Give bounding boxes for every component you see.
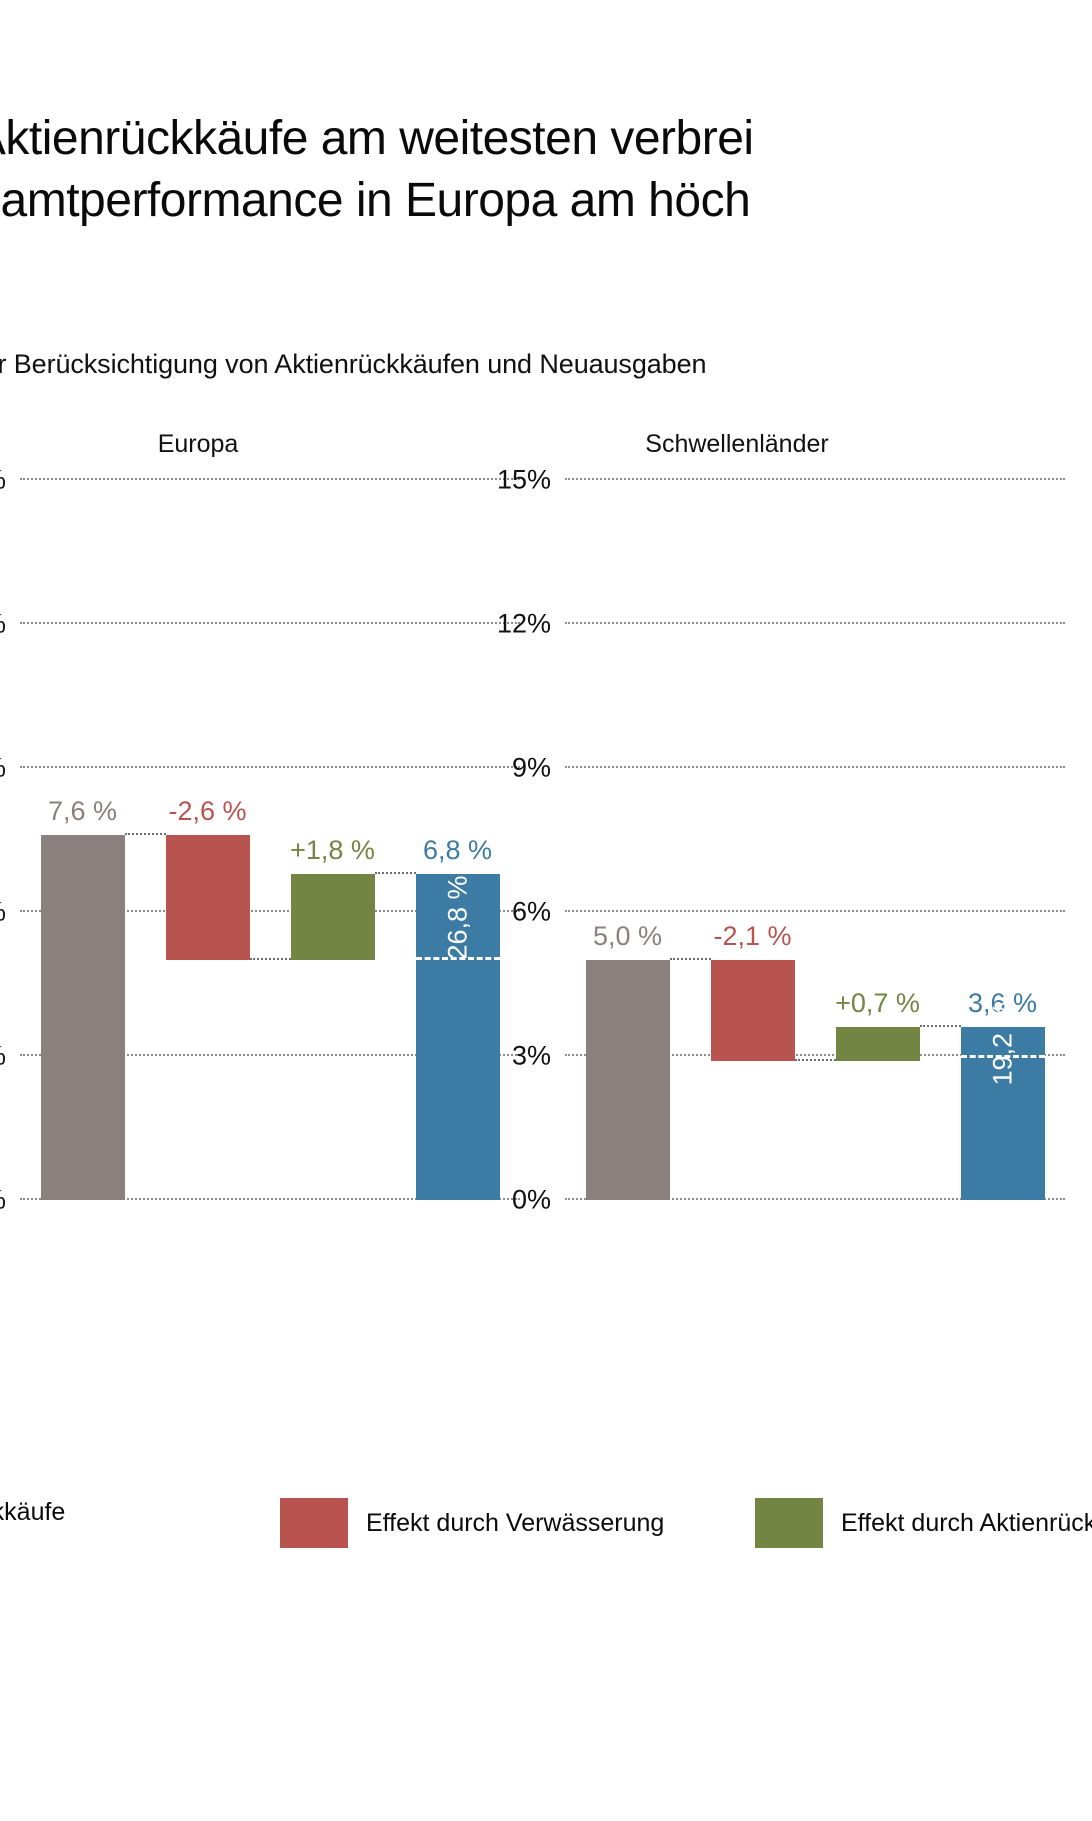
legend-swatch-icon-2 [755, 1498, 823, 1548]
connector-schwellenlaender-0 [669, 958, 711, 960]
y-axis-tick-schwellenlaender-12: 12% [496, 608, 551, 639]
y-axis-tick-europa-3: 3% [0, 1041, 6, 1072]
chart-area: Europa 0% 3% 6% 9% 12% 15% 7,6 % -2,6 % +1,8 % 6… [0, 420, 1092, 1300]
bar-dash-schwellenlaender-result [960, 1055, 1045, 1059]
gridline-europa-15 [20, 478, 520, 480]
connector-schwellenlaender-2 [919, 1025, 961, 1028]
bar-rect-schwellenlaender-dilution [710, 960, 795, 1061]
bar-value-schwellenlaender-buyback: +0,7 % [835, 988, 920, 1019]
bar-inner-label-schwellenlaender-result: 19,2 % [987, 1001, 1017, 1086]
connector-europa-1 [249, 958, 291, 960]
y-axis-tick-schwellenlaender-6: 6% [511, 896, 551, 927]
bar-value-europa-dilution: -2,6 % [168, 796, 247, 827]
bar-rect-europa-buyback [290, 873, 375, 960]
y-axis-tick-schwellenlaender-3: 3% [511, 1040, 551, 1071]
connector-schwellenlaender-1 [794, 1058, 836, 1061]
y-axis-tick-europa-0: 0% [0, 1185, 6, 1216]
legend-item-2[interactable]: Effekt durch Aktienrückkäu [755, 1498, 1092, 1548]
legend-label-0: d Aktienrückkäufe [0, 1498, 66, 1526]
gridline-europa-3 [20, 1054, 520, 1056]
gridline-europa-6 [20, 910, 520, 912]
panel-schwellenlaender: Schwellenländer 0% 3% 6% 9% 12% 15% 5,0 % -2,1… [425, 420, 1092, 1300]
bar-rect-europa-base [40, 835, 125, 1200]
y-axis-tick-europa-6: 6% [0, 897, 6, 928]
bar-rect-schwellenlaender-buyback [835, 1027, 920, 1061]
bar-value-schwellenlaender-base: 5,0 % [592, 921, 663, 951]
gridline-europa-0 [20, 1198, 520, 1200]
bar-dash-europa-result [415, 957, 500, 960]
legend-label-1: Effekt durch Verwässerung [366, 1508, 665, 1537]
bar-europa-dilution[interactable]: -2,6 % [165, 480, 250, 1260]
gridline-schwellenlaender-15 [565, 478, 1065, 480]
bar-europa-base[interactable]: 7,6 % [40, 480, 125, 1260]
connector-europa-0 [124, 833, 166, 836]
chart-legend: d Aktienrückkäufe Effekt durch Verwässeru… [0, 1498, 1092, 1558]
bar-rect-europa-dilution [165, 835, 250, 960]
panel-title-schwellenlaender: Schwellenländer [645, 430, 829, 458]
gridline-europa-9 [20, 766, 520, 768]
gridline-schwellenlaender-6 [565, 910, 1065, 912]
y-axis-tick-schwellenlaender-0: 0% [511, 1184, 551, 1215]
gridline-schwellenlaender-12 [565, 622, 1065, 624]
bar-schwellenlaender-result[interactable]: 3,6 % 19,2 % [960, 480, 1045, 1260]
legend-item-1[interactable]: Effekt durch Verwässerung [280, 1498, 664, 1548]
panel-europa: Europa 0% 3% 6% 9% 12% 15% 7,6 % -2,6 % +1,8 % 6… [0, 420, 540, 1300]
legend-label-2: Effekt durch Aktienrückkäu [841, 1508, 1092, 1537]
bar-value-europa-buyback: +1,8 % [290, 834, 375, 865]
bar-value-schwellenlaender-dilution: -2,1 % [713, 921, 792, 951]
bar-value-europa-base: 7,6 % [47, 796, 118, 827]
legend-item-0[interactable]: d Aktienrückkäufe [0, 1498, 65, 1527]
plot-schwellenlaender: 0% 3% 6% 9% 12% 15% 5,0 % -2,1 % +0,7 % 3,6 % 19,… [497, 465, 1065, 1260]
bar-europa-result[interactable]: 6,8 % 26,8 % [415, 480, 500, 1260]
bar-rect-schwellenlaender-base [585, 960, 670, 1200]
chart-subtitle: % unter Berücksichtigung von Aktienrückk… [0, 349, 707, 379]
bar-schwellenlaender-base[interactable]: 5,0 % [585, 480, 670, 1260]
bars-schwellenlaender: 5,0 % -2,1 % +0,7 % 3,6 % 19,2 % [565, 480, 1065, 1260]
bar-schwellenlaender-buyback[interactable]: +0,7 % [835, 480, 920, 1260]
y-axis-tick-schwellenlaender-9: 9% [511, 752, 551, 783]
bar-value-europa-result: 6,8 % [422, 834, 493, 865]
bar-value-schwellenlaender-result: 3,6 % [967, 988, 1038, 1019]
gridline-schwellenlaender-3 [565, 1054, 1065, 1056]
bar-europa-buyback[interactable]: +1,8 % [290, 480, 375, 1260]
y-axis-tick-schwellenlaender-15: 15% [496, 464, 551, 495]
connector-europa-2 [374, 871, 416, 874]
page-title: ka Aktienrückkäufe am weitesten verbrei … [0, 108, 1092, 232]
legend-swatch-icon-1 [280, 1498, 348, 1548]
title-line-1: ka Aktienrückkäufe am weitesten verbrei [0, 112, 754, 165]
bar-schwellenlaender-dilution[interactable]: -2,1 % [710, 480, 795, 1260]
gridline-europa-12 [20, 622, 520, 624]
y-axis-tick-europa-12: 12% [0, 609, 6, 640]
plot-europa: 0% 3% 6% 9% 12% 15% 7,6 % -2,6 % +1,8 % 6,8 %26,… [0, 465, 520, 1260]
gridline-schwellenlaender-0 [565, 1198, 1065, 1200]
y-axis-tick-europa-15: 15% [0, 465, 6, 496]
bars-europa: 7,6 % -2,6 % +1,8 % 6,8 % 26,8 % [20, 480, 520, 1260]
panel-title-europa: Europa [157, 430, 239, 458]
bar-rect-europa-result [415, 873, 500, 1200]
title-line-2: Gesamtperformance in Europa am höch [0, 174, 751, 227]
y-axis-tick-europa-9: 9% [0, 753, 6, 784]
gridline-schwellenlaender-9 [565, 766, 1065, 768]
